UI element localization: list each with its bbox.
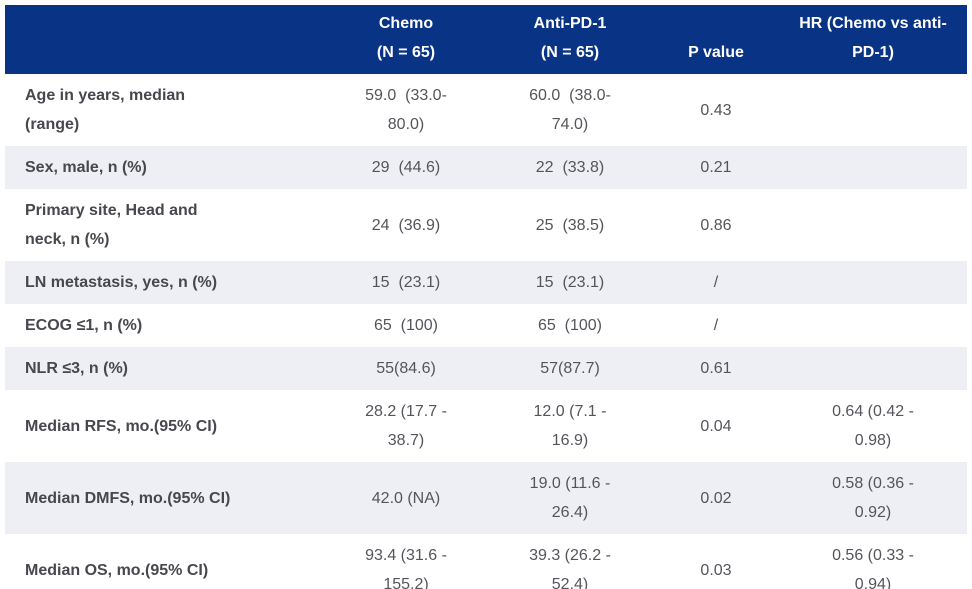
header-anti-pd1: Anti-PD-1 (N = 65) — [487, 5, 653, 74]
chemo-value: 59.0 (33.0- 80.0) — [365, 87, 447, 133]
p-value: 0.43 — [700, 101, 732, 119]
p-value: 0.04 — [700, 417, 732, 435]
table-row-sex: Sex, male, n (%) 29 (44.6) 22 (33.8) 0.2… — [5, 146, 967, 189]
chemo-value: 55(84.6) — [376, 360, 436, 377]
row-label: Median RFS, mo.(95% CI) — [25, 417, 218, 435]
hr-value — [779, 146, 967, 189]
table-row-median-os: Median OS, mo.(95% CI) 93.4 (31.6 - 155.… — [5, 534, 967, 589]
p-value: 0.03 — [700, 561, 732, 579]
anti-pd1-value: 57(87.7) — [540, 360, 600, 377]
chemo-value: 65 (100) — [373, 317, 439, 334]
header-chemo: Chemo (N = 65) — [325, 5, 487, 74]
anti-pd1-value: 15 (23.1) — [535, 274, 605, 291]
row-label: Age in years, median (range) — [25, 87, 186, 133]
hr-value — [779, 261, 967, 304]
p-value: 0.61 — [700, 360, 732, 377]
header-stub-cell — [5, 5, 325, 74]
hr-value — [779, 347, 967, 390]
header-p-value: P value — [653, 5, 779, 74]
anti-pd1-value: 25 (38.5) — [535, 216, 605, 234]
hr-value — [779, 189, 967, 261]
header-hr: HR (Chemo vs anti- PD-1) — [779, 5, 967, 74]
hr-value — [779, 304, 967, 347]
hr-value: 0.64 (0.42 - 0.98) — [832, 403, 914, 449]
table-row-nlr: NLR ≤3, n (%) 55(84.6) 57(87.7) 0.61 — [5, 347, 967, 390]
chemo-value: 93.4 (31.6 - 155.2) — [365, 547, 447, 589]
row-label: Median OS, mo.(95% CI) — [25, 561, 209, 579]
chemo-value: 42.0 (NA) — [371, 489, 441, 507]
anti-pd1-value: 60.0 (38.0- 74.0) — [529, 87, 611, 133]
anti-pd1-value: 39.3 (26.2 - 52.4) — [529, 547, 611, 589]
table-row-primary-site: Primary site, Head and neck, n (%) 24 (3… — [5, 189, 967, 261]
table-row-ln-metastasis: LN metastasis, yes, n (%) 15 (23.1) 15 (… — [5, 261, 967, 304]
chemo-value: 28.2 (17.7 - 38.7) — [365, 403, 447, 449]
anti-pd1-value: 22 (33.8) — [535, 159, 605, 176]
table-header: Chemo (N = 65) Anti-PD-1 (N = 65) P valu… — [5, 5, 967, 74]
hr-value: 0.56 (0.33 - 0.94) — [832, 547, 914, 589]
anti-pd1-value: 65 (100) — [537, 317, 603, 334]
p-value: 0.21 — [700, 159, 732, 176]
anti-pd1-value: 12.0 (7.1 - 16.9) — [533, 403, 607, 449]
outcomes-comparison-table: Chemo (N = 65) Anti-PD-1 (N = 65) P valu… — [5, 5, 967, 589]
row-label: LN metastasis, yes, n (%) — [25, 274, 218, 291]
row-label: ECOG ≤1, n (%) — [25, 317, 143, 334]
anti-pd1-value: 19.0 (11.6 - 26.4) — [529, 475, 611, 521]
chemo-value: 29 (44.6) — [371, 159, 441, 176]
table-row-median-dmfs: Median DMFS, mo.(95% CI) 42.0 (NA) 19.0 … — [5, 462, 967, 534]
header-row: Chemo (N = 65) Anti-PD-1 (N = 65) P valu… — [5, 5, 967, 74]
row-label: Sex, male, n (%) — [25, 159, 147, 176]
chemo-value: 15 (23.1) — [371, 274, 441, 291]
table-body: Age in years, median (range) 59.0 (33.0-… — [5, 74, 967, 589]
row-label: NLR ≤3, n (%) — [25, 360, 128, 377]
chemo-value: 24 (36.9) — [371, 216, 441, 234]
table-row-age: Age in years, median (range) 59.0 (33.0-… — [5, 74, 967, 146]
row-label: Median DMFS, mo.(95% CI) — [25, 489, 231, 507]
table-row-ecog: ECOG ≤1, n (%) 65 (100) 65 (100) / — [5, 304, 967, 347]
hr-value — [779, 74, 967, 146]
p-value: 0.86 — [700, 216, 732, 234]
p-value: / — [713, 317, 719, 334]
p-value: / — [713, 274, 719, 291]
row-label: Primary site, Head and neck, n (%) — [25, 202, 198, 248]
p-value: 0.02 — [700, 489, 732, 507]
hr-value: 0.58 (0.36 - 0.92) — [832, 475, 914, 521]
table-row-median-rfs: Median RFS, mo.(95% CI) 28.2 (17.7 - 38.… — [5, 390, 967, 462]
